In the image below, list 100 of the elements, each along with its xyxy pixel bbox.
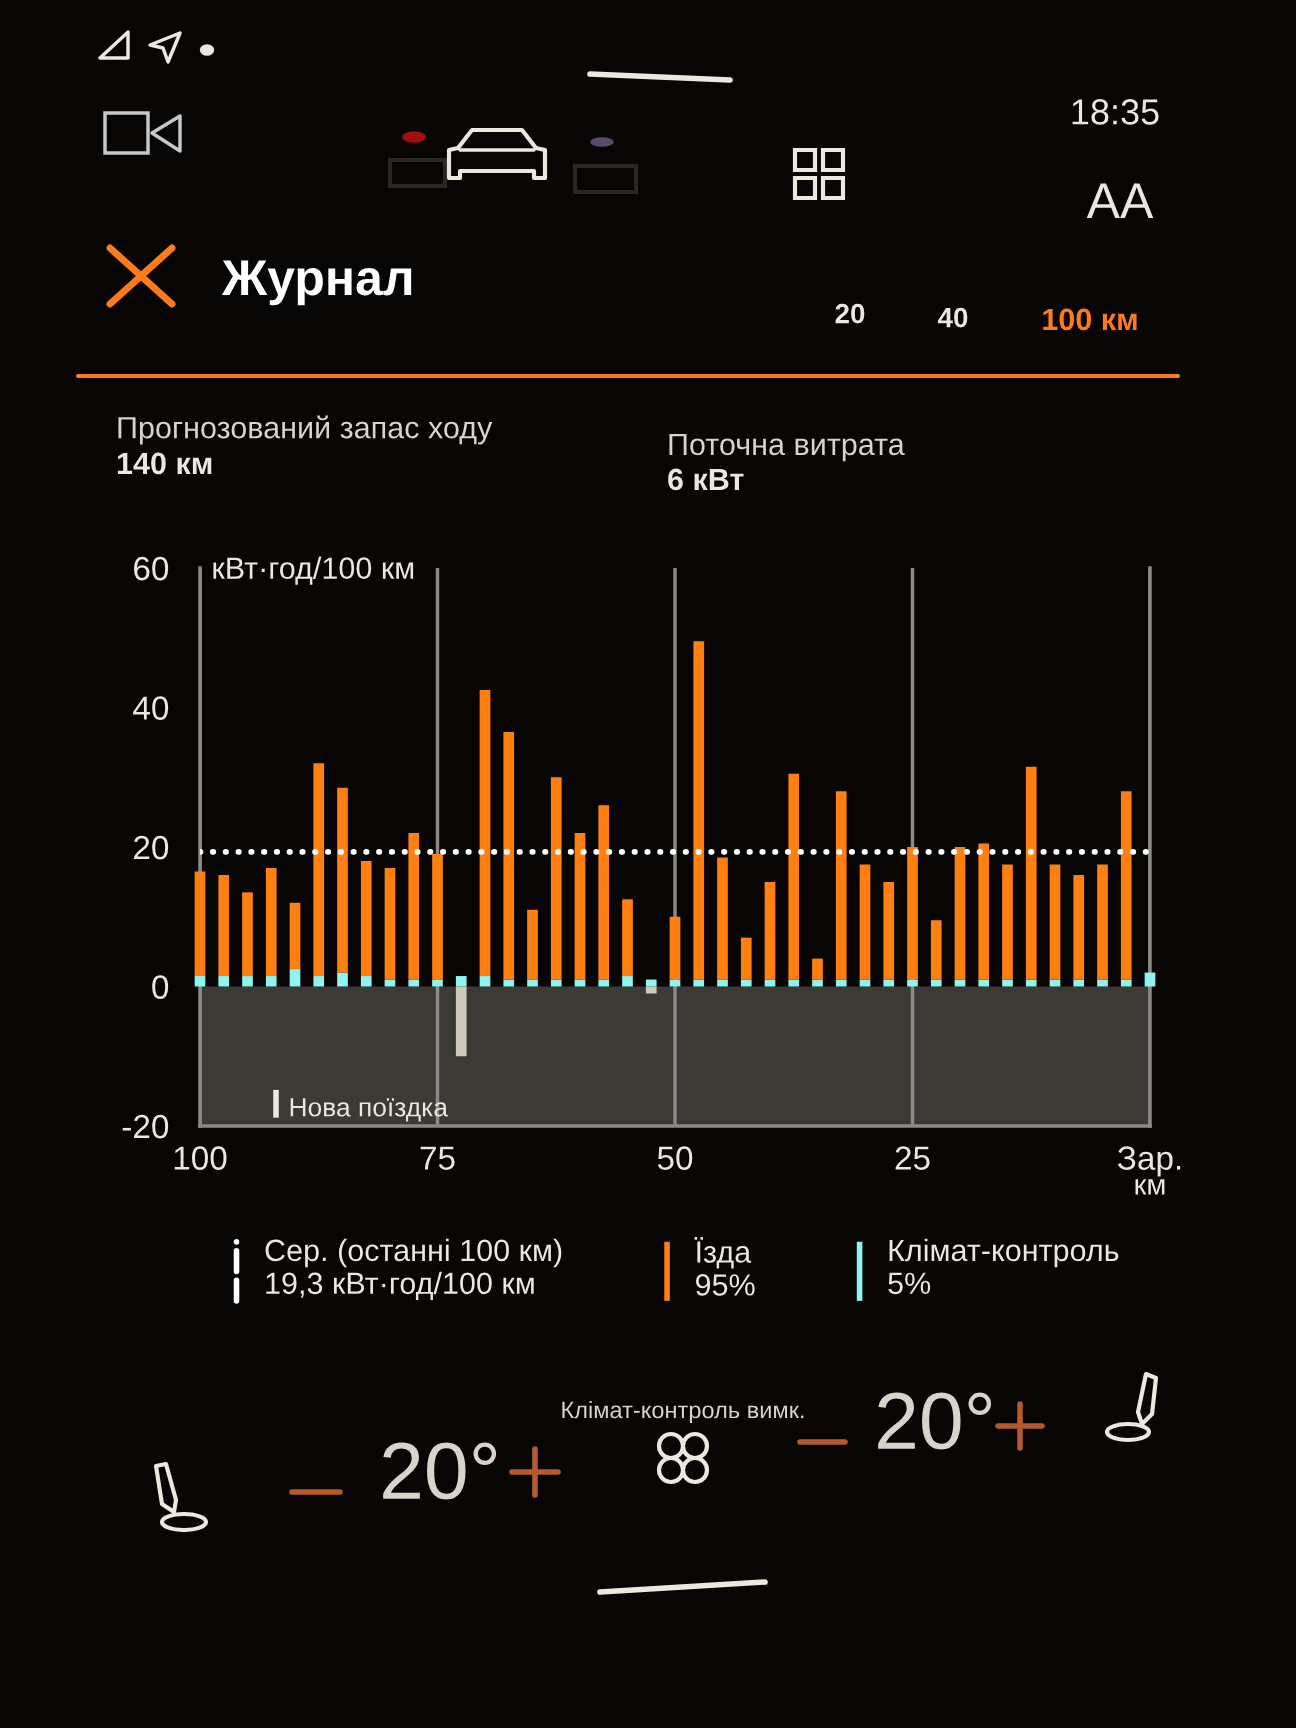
bar [574, 979, 586, 987]
text: Клімат-контроль вимк. [562, 1400, 804, 1424]
bar [954, 847, 966, 980]
bar [550, 979, 562, 987]
bar [265, 867, 277, 977]
x-tick-label: Зар. [1117, 1146, 1181, 1177]
bar [1002, 979, 1013, 987]
bar [313, 763, 325, 977]
bar [740, 937, 752, 980]
bar [432, 853, 443, 980]
x-tick-label: 100 [174, 1146, 227, 1170]
bar [455, 986, 467, 1057]
bar [907, 979, 918, 987]
bar [1073, 979, 1085, 987]
bar [907, 847, 918, 980]
bar [764, 881, 776, 980]
bar [1002, 864, 1013, 980]
bar [622, 899, 633, 977]
bar [218, 976, 230, 987]
bar [360, 860, 372, 977]
bar [788, 773, 800, 980]
bar [598, 805, 610, 980]
bar [432, 979, 443, 987]
legend-label: Сер. (останні 100 км) [265, 1238, 562, 1268]
y-tick-label: 20 [134, 835, 169, 860]
legend-label: Клімат-контроль [889, 1238, 1119, 1268]
text: 5% [888, 1272, 931, 1295]
text: 140 км [117, 452, 212, 475]
bar [408, 833, 420, 980]
bar [527, 909, 538, 980]
bar [693, 979, 705, 987]
bar [645, 979, 657, 987]
bar [550, 777, 562, 980]
bar [337, 972, 348, 987]
bar [337, 787, 348, 973]
bar [194, 871, 206, 977]
bar [360, 976, 372, 987]
bar [764, 979, 776, 987]
bar [1120, 791, 1132, 980]
text: 95% [695, 1274, 755, 1296]
bar [812, 979, 823, 987]
bar [1025, 979, 1037, 987]
text: 20° [878, 1392, 992, 1450]
bar [835, 791, 847, 980]
text: 19,3 кВт·год/100 км [266, 1271, 534, 1300]
bar [622, 976, 633, 987]
text: 6 кВт [668, 468, 744, 491]
bar [598, 979, 610, 987]
bar [384, 867, 396, 980]
bar [242, 892, 253, 977]
bar [313, 976, 325, 987]
bar [669, 979, 681, 987]
bar [978, 979, 990, 987]
bar [289, 969, 301, 987]
y-tick-label: 60 [134, 556, 169, 581]
bar [218, 874, 230, 977]
bar [835, 979, 847, 987]
bar [954, 979, 966, 987]
bar [479, 976, 491, 987]
bar [408, 979, 420, 987]
bar [859, 864, 871, 980]
bar [1097, 864, 1108, 980]
text: 20 [835, 303, 865, 324]
text: 20° [383, 1442, 497, 1500]
bar [717, 857, 728, 980]
bar [883, 881, 895, 980]
chart-title: Журнал [221, 260, 412, 306]
text: Поточна витрата [669, 433, 905, 462]
text: 18:35 [1072, 99, 1159, 125]
bar [1025, 766, 1037, 980]
x-axis-title: км [1135, 1179, 1165, 1195]
y-tick-label: -20 [122, 1114, 169, 1139]
y-tick-label: 0 [152, 975, 169, 999]
x-tick-label: 25 [895, 1146, 930, 1170]
bar [669, 916, 681, 980]
bar [384, 979, 396, 987]
y-axis-title: кВт·год/100 км [213, 556, 414, 585]
bar [265, 976, 277, 987]
bar [503, 731, 515, 980]
x-tick-label: 75 [420, 1146, 455, 1170]
text: Прогнозований запас ходу [118, 415, 493, 445]
bar [574, 833, 586, 980]
y-tick-label: 40 [133, 696, 169, 720]
bar [1049, 979, 1061, 987]
bar [740, 979, 752, 987]
bar [503, 979, 515, 987]
bar [930, 979, 942, 987]
bar [289, 902, 301, 970]
bar [1073, 874, 1085, 980]
legend-label: Їзда [694, 1236, 752, 1269]
bar [693, 641, 705, 980]
text: 100 км [1043, 308, 1137, 331]
bar [1120, 979, 1132, 987]
bar [930, 920, 942, 980]
bar [883, 979, 895, 987]
bar [527, 979, 538, 987]
x-tick-label: 50 [657, 1146, 693, 1170]
bar [978, 843, 990, 980]
text: 40 [937, 307, 968, 328]
bar [859, 979, 871, 987]
